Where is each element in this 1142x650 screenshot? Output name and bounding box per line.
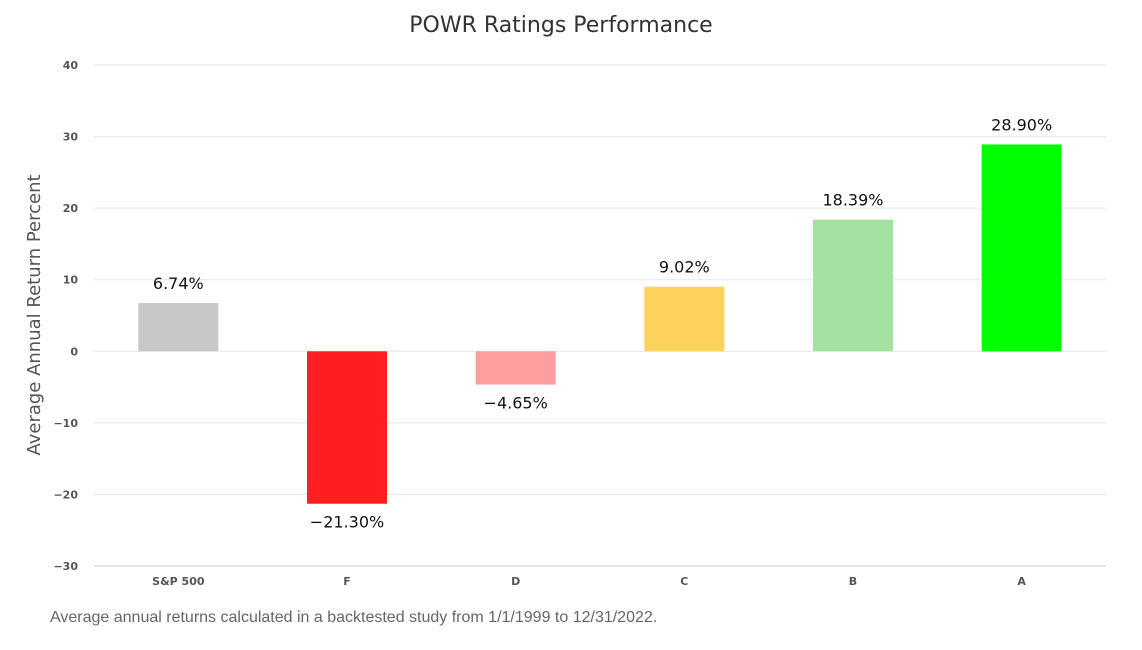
x-axis-ticks: S&P 500 F D C B A	[152, 575, 1026, 588]
x-tick-label: C	[680, 575, 688, 588]
bar	[644, 286, 725, 352]
bar-chart: POWR Ratings Performance Average Annual …	[24, 13, 1106, 588]
y-tick-label: −20	[53, 488, 78, 501]
data-label: 18.39%	[822, 191, 883, 210]
x-tick-label: A	[1017, 575, 1026, 588]
bar	[813, 219, 893, 352]
gridlines	[94, 64, 1106, 567]
footnote: Average annual returns calculated in a b…	[50, 609, 658, 626]
y-tick-label: 40	[63, 59, 79, 72]
x-tick-label: B	[849, 575, 857, 588]
y-tick-label: 20	[63, 202, 79, 215]
x-tick-label: S&P 500	[152, 575, 205, 588]
data-labels: 6.74% −21.30% −4.65% 9.02% 18.39% 28.90%	[153, 115, 1052, 531]
chart-title: POWR Ratings Performance	[409, 13, 712, 38]
data-label: −21.30%	[310, 513, 384, 532]
bar	[475, 351, 556, 385]
data-label: 9.02%	[659, 258, 710, 277]
y-tick-label: 0	[70, 345, 78, 358]
data-label: 28.90%	[991, 115, 1052, 134]
bars	[138, 144, 1062, 504]
y-tick-label: −30	[53, 560, 78, 573]
y-axis-ticks: 40 30 20 10 0 −10 −20 −30	[53, 59, 78, 573]
bar	[981, 144, 1062, 352]
x-tick-label: D	[511, 575, 520, 588]
bar	[138, 303, 219, 352]
y-tick-label: 30	[63, 131, 79, 144]
y-tick-label: 10	[63, 274, 79, 287]
y-tick-label: −10	[53, 417, 78, 430]
data-label: −4.65%	[484, 394, 548, 413]
bar	[307, 351, 387, 504]
data-label: 6.74%	[153, 274, 204, 293]
x-tick-label: F	[343, 575, 351, 588]
y-axis-label: Average Annual Return Percent	[24, 174, 45, 455]
